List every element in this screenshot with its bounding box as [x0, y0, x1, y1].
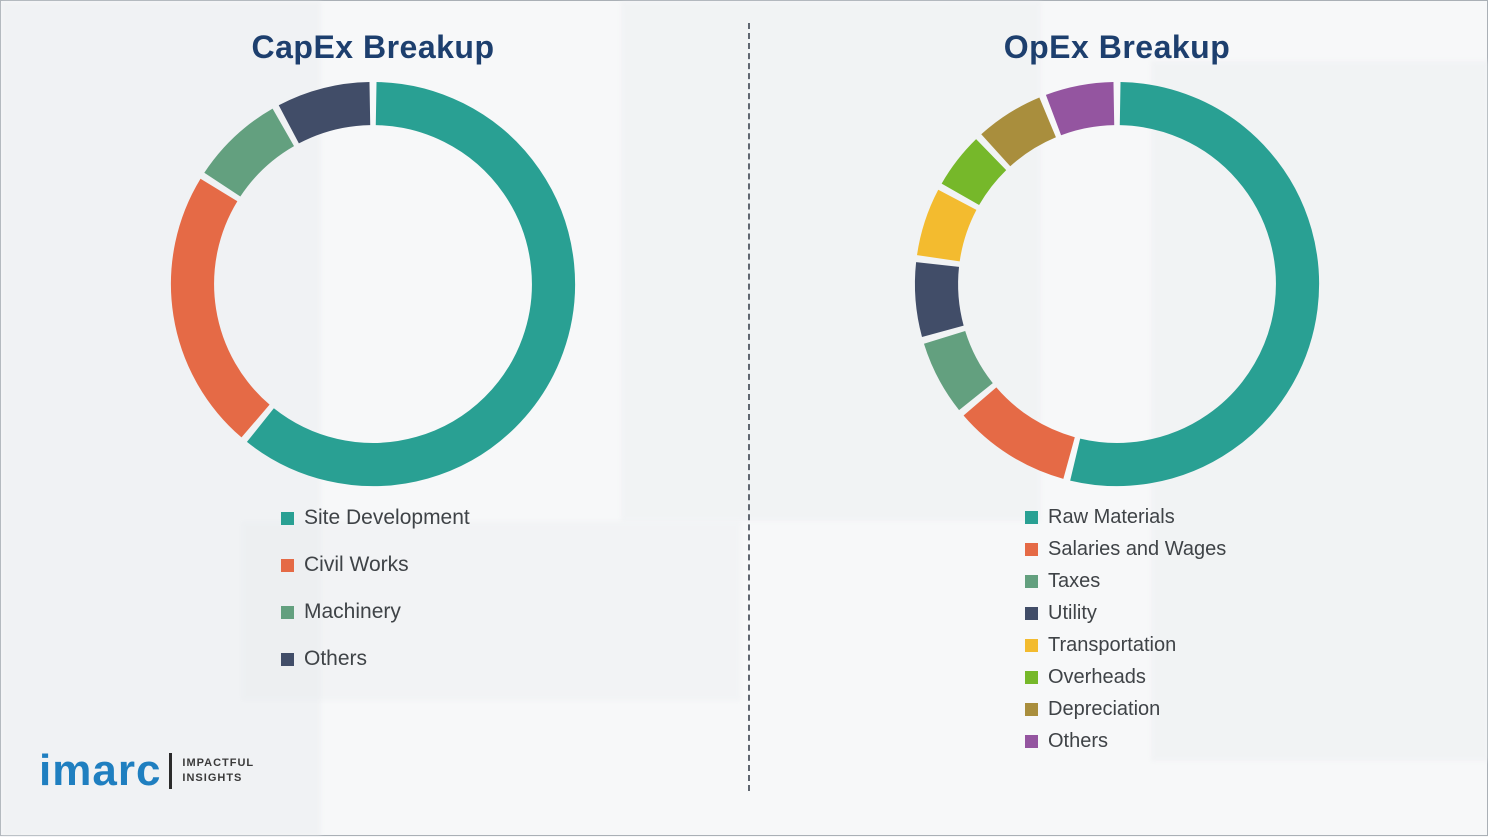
legend-swatch-salaries-and-wages [1025, 543, 1038, 556]
legend-label: Others [304, 647, 368, 670]
legend-label: Taxes [1048, 570, 1101, 592]
legend-label: Others [1048, 730, 1109, 752]
donut-segment-depreciation [981, 97, 1057, 167]
donut-segment-utility [914, 262, 964, 337]
opex-chart-title: OpEx Breakup [1003, 29, 1231, 65]
vertical-dashed-divider [748, 23, 750, 791]
donut-segment-others [1045, 81, 1115, 136]
legend-swatch-transportation [1025, 639, 1038, 652]
legend-item-machinery: Machinery [281, 600, 745, 624]
legend-swatch-civil-works [281, 558, 294, 572]
legend-item-others: Others [281, 647, 745, 671]
legend-swatch-machinery [281, 605, 294, 619]
legend-swatch-overheads [1025, 671, 1038, 684]
opex-panel: OpEx Breakup Raw Materials Salaries and W… [745, 1, 1488, 837]
capex-donut-chart [167, 78, 579, 490]
legend-swatch-others [281, 652, 294, 666]
imarc-logo-divider [169, 753, 173, 789]
legend-item-site-development: Site Development [281, 506, 745, 530]
donut-segment-salaries-and-wages [963, 387, 1076, 479]
legend-label: Machinery [304, 600, 401, 623]
donut-segment-raw-materials [1070, 81, 1320, 487]
legend-label: Depreciation [1048, 698, 1161, 720]
legend-swatch-others [1025, 735, 1038, 748]
capex-panel: CapEx Breakup Site Development Civil Work… [1, 1, 745, 837]
opex-donut-chart [911, 78, 1323, 490]
legend-item-overheads: Overheads [1025, 666, 1488, 689]
donut-segment-civil-works [170, 178, 270, 438]
legend-swatch-taxes [1025, 575, 1038, 588]
legend-swatch-utility [1025, 607, 1038, 620]
legend-item-depreciation: Depreciation [1025, 698, 1488, 721]
legend-item-raw-materials: Raw Materials [1025, 506, 1488, 529]
legend-item-civil-works: Civil Works [281, 553, 745, 577]
imarc-logo-tagline: IMPACTFUL INSIGHTS [182, 756, 254, 786]
capex-chart-title: CapEx Breakup [251, 29, 495, 65]
donut-segment-taxes [923, 330, 994, 411]
legend-label: Utility [1048, 602, 1097, 624]
donut-segment-others [278, 81, 371, 144]
legend-swatch-site-development [281, 511, 294, 525]
legend-label: Transportation [1048, 634, 1177, 656]
donut-segment-machinery [204, 108, 295, 197]
imarc-tagline-line1: IMPACTFUL [182, 757, 255, 770]
imarc-logo: imarc IMPACTFUL INSIGHTS [39, 749, 254, 793]
legend-label: Site Development [304, 506, 470, 529]
donut-segment-site-development [246, 81, 576, 487]
legend-item-others: Others [1025, 730, 1488, 753]
legend-label: Salaries and Wages [1048, 538, 1227, 560]
donut-segment-transportation [916, 189, 977, 262]
legend-item-transportation: Transportation [1025, 634, 1488, 657]
legend-label: Civil Works [304, 553, 409, 576]
opex-donut-svg [914, 81, 1320, 487]
legend-item-taxes: Taxes [1025, 570, 1488, 593]
legend-item-utility: Utility [1025, 602, 1488, 625]
imarc-tagline-line2: INSIGHTS [182, 772, 243, 784]
capex-donut-svg [170, 81, 576, 487]
legend-label: Raw Materials [1048, 506, 1175, 528]
opex-legend: Raw Materials Salaries and Wages Taxes Util… [1025, 506, 1488, 753]
legend-swatch-depreciation [1025, 703, 1038, 716]
legend-label: Overheads [1048, 666, 1146, 688]
donut-segment-overheads [941, 139, 1007, 206]
legend-item-salaries-and-wages: Salaries and Wages [1025, 538, 1488, 561]
imarc-logo-wordmark: imarc [39, 746, 162, 795]
legend-swatch-raw-materials [1025, 511, 1038, 524]
capex-legend: Site Development Civil Works Machinery Othe… [281, 506, 745, 671]
